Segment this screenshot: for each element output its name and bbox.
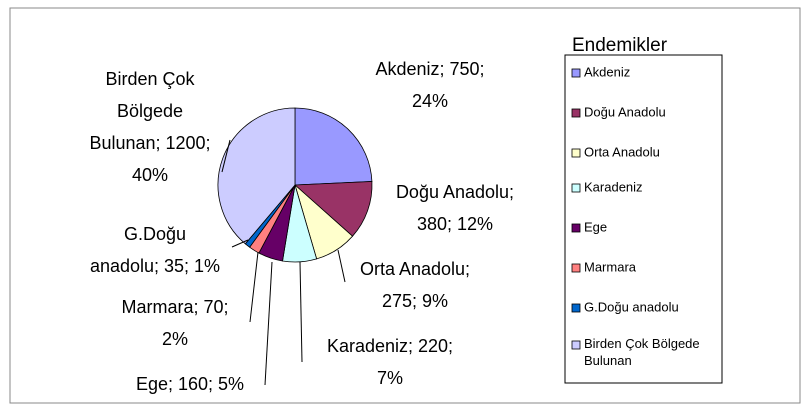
legend-label: Karadeniz — [584, 179, 643, 194]
data-label: Bölgede — [117, 101, 183, 121]
legend-box — [564, 54, 723, 384]
legend-label: Orta Anadolu — [584, 144, 660, 159]
legend-label: Marmara — [584, 259, 637, 274]
data-label: Doğu Anadolu; — [396, 182, 514, 202]
data-label: G.Doğu — [124, 224, 186, 244]
data-label: anadolu; 35; 1% — [90, 256, 220, 276]
leader-line — [231, 239, 249, 248]
pie-slice — [217, 107, 296, 245]
leader-line — [299, 261, 303, 363]
data-label: Karadeniz; 220; — [327, 336, 453, 356]
legend-label: G.Doğu anadolu — [584, 299, 679, 314]
legend-swatch — [571, 223, 581, 233]
data-label: 7% — [377, 368, 403, 388]
data-label: Orta Anadolu; — [360, 259, 470, 279]
legend-swatch — [571, 148, 581, 158]
legend-label: Birden Çok Bölgede Bulunan — [584, 336, 700, 368]
legend-label: Akdeniz — [584, 64, 630, 79]
data-label: Birden Çok — [105, 69, 195, 89]
data-label: Bulunan; 1200; — [89, 133, 210, 153]
data-label: 275; 9% — [382, 291, 448, 311]
legend-swatch — [571, 340, 581, 350]
legend-swatch — [571, 183, 581, 193]
leader-line — [221, 139, 231, 173]
data-label: 24% — [412, 91, 448, 111]
legend-label: Ege — [584, 219, 607, 234]
legend-label: Doğu Anadolu — [584, 104, 666, 119]
leader-line — [264, 261, 273, 386]
legend-swatch — [571, 263, 581, 273]
pie-slice — [293, 181, 373, 237]
data-label: 40% — [132, 165, 168, 185]
data-label: Marmara; 70; — [121, 297, 228, 317]
legend-title: Endemikler — [572, 35, 668, 56]
data-label: 380; 12% — [417, 214, 493, 234]
data-label: 2% — [162, 329, 188, 349]
legend-swatch — [571, 303, 581, 313]
leader-line — [249, 251, 259, 323]
data-label: Ege; 160; 5% — [136, 374, 244, 394]
leader-line — [337, 249, 346, 283]
legend-swatch — [571, 68, 581, 78]
data-label: Akdeniz; 750; — [375, 59, 484, 79]
pie-slice — [294, 107, 373, 186]
legend-swatch — [571, 108, 581, 118]
